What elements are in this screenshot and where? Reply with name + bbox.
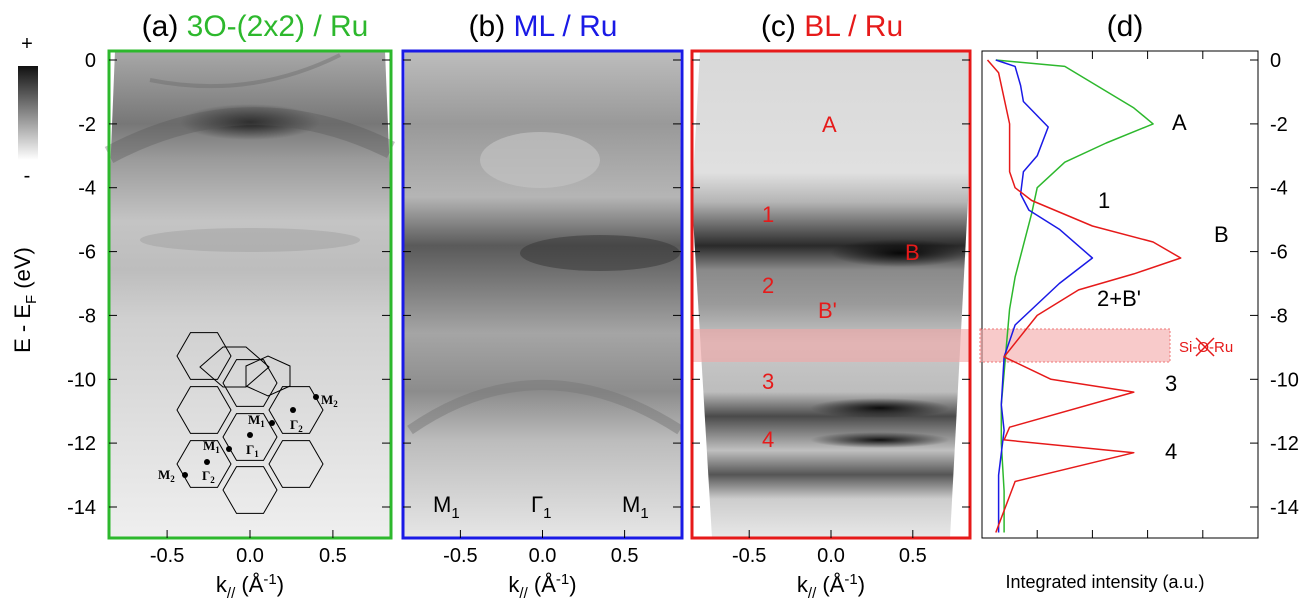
x-axis-label: k// (Å-1) bbox=[797, 571, 865, 602]
x-tick-label: 0.0 bbox=[817, 545, 845, 567]
y-tick-label-left: -4 bbox=[78, 178, 96, 200]
y-tick-label-left: -14 bbox=[67, 497, 96, 519]
bz-hexagon bbox=[176, 440, 232, 488]
y-tick-label-left: -10 bbox=[67, 369, 96, 391]
d-label-1: 1 bbox=[1098, 188, 1110, 213]
x-tick-label: -0.5 bbox=[150, 545, 184, 567]
panel-b-title: (b) ML / Ru bbox=[469, 10, 618, 43]
y-tick-label-right: -2 bbox=[1270, 114, 1288, 136]
bz-label-g2-bottom: Γ2 bbox=[202, 468, 215, 485]
label-3: 3 bbox=[762, 369, 774, 394]
colorbar-minus: - bbox=[24, 165, 31, 187]
label-m1-left: M1 bbox=[433, 492, 460, 522]
label-m1-right: M1 bbox=[622, 492, 649, 522]
bz-point-g2-bottom bbox=[204, 459, 210, 465]
label-A: A bbox=[822, 112, 837, 137]
y-tick-label-left: -8 bbox=[78, 305, 96, 327]
y-tick-label-right: -4 bbox=[1270, 178, 1288, 200]
panel-c-title: (c) BL / Ru bbox=[761, 10, 903, 43]
y-tick-label-left: -2 bbox=[78, 114, 96, 136]
bz-hexagon bbox=[222, 413, 278, 461]
bz-label-g1: Γ1 bbox=[246, 442, 259, 459]
x-axis-label: k// (Å-1) bbox=[216, 571, 284, 602]
bz-hexagon bbox=[176, 386, 232, 434]
bz-point-g1 bbox=[247, 432, 253, 438]
y-tick-label-right: -10 bbox=[1270, 369, 1299, 391]
bz-hexagon bbox=[268, 440, 324, 488]
label-2: 2 bbox=[762, 273, 774, 298]
panel-c: A 1 B 2 B' 3 4 bbox=[690, 49, 972, 540]
x-tick-label: -0.5 bbox=[732, 545, 766, 567]
colorbar bbox=[18, 66, 38, 160]
panel-a: M2 Γ2 M1 Γ1 M1 Γ2 M2 bbox=[104, 49, 395, 540]
bz-hexagon bbox=[268, 386, 324, 434]
d-label-3: 3 bbox=[1165, 371, 1177, 396]
si-o-ru-band bbox=[692, 329, 970, 362]
brillouin-zone-diagram bbox=[199, 346, 291, 397]
panel-b: M1 Γ1 M1 bbox=[401, 49, 684, 540]
x-tick-label: 0.0 bbox=[236, 545, 264, 567]
bz-label-m2-top: M2 bbox=[321, 392, 338, 409]
panel-a-title: (a) 3O-(2x2) / Ru bbox=[142, 10, 369, 43]
y-tick-label-left: 0 bbox=[85, 50, 96, 72]
si-o-ru-cross-2 bbox=[1195, 337, 1215, 357]
x-tick-label: 0.5 bbox=[611, 545, 639, 567]
y-tick-label-right: -14 bbox=[1270, 497, 1299, 519]
panel-d: A 1 B 2+B' 3 4 Si-O-Ru Integrated intens… bbox=[979, 50, 1259, 592]
y-axis-label: E - EF (eV) bbox=[10, 247, 40, 353]
x-axis-label: k// (Å-1) bbox=[508, 571, 576, 602]
bz-point-m2-top bbox=[313, 394, 319, 400]
label-1: 1 bbox=[762, 202, 774, 227]
x-tick-label: -0.5 bbox=[443, 545, 477, 567]
bz-label-m1-top: M1 bbox=[248, 412, 265, 429]
bz-label-m2-bottom: M2 bbox=[158, 467, 175, 484]
y-tick-label-left: -12 bbox=[67, 433, 96, 455]
colorbar-plus: + bbox=[21, 33, 33, 55]
label-4: 4 bbox=[762, 427, 774, 452]
y-tick-label-right: 0 bbox=[1270, 50, 1281, 72]
bz-hexagon bbox=[222, 466, 278, 514]
label-B: B bbox=[905, 240, 920, 265]
x-tick-label: 0.5 bbox=[319, 545, 347, 567]
y-tick-label-right: -12 bbox=[1270, 433, 1299, 455]
x-tick-label: 0.0 bbox=[529, 545, 557, 567]
bz-label-m1-bottom: M1 bbox=[203, 438, 220, 455]
d-xlabel: Integrated intensity (a.u.) bbox=[1005, 572, 1204, 592]
x-tick-label: 0.5 bbox=[899, 545, 927, 567]
bz-point-m2-bottom bbox=[182, 472, 188, 478]
series-line bbox=[995, 59, 1094, 533]
label-Bp: B' bbox=[818, 298, 837, 323]
y-tick-label-right: -6 bbox=[1270, 242, 1288, 264]
d-label-2Bp: 2+B' bbox=[1097, 286, 1141, 311]
bz-point-g2-top bbox=[290, 407, 296, 413]
y-tick-label-left: -6 bbox=[78, 242, 96, 264]
bz-hexagon bbox=[176, 332, 232, 380]
bz-hexagon bbox=[222, 359, 278, 407]
d-label-A: A bbox=[1172, 110, 1187, 135]
series-line bbox=[995, 59, 1154, 533]
bz-hex-grid bbox=[176, 332, 324, 514]
bz-point-m1-top bbox=[269, 420, 275, 426]
label-gamma1: Γ1 bbox=[531, 492, 551, 522]
series-line bbox=[986, 59, 1182, 533]
d-label-4: 4 bbox=[1165, 439, 1177, 464]
y-tick-label-right: -8 bbox=[1270, 305, 1288, 327]
panel-d-frame bbox=[981, 50, 1259, 539]
bz-label-g2-top: Γ2 bbox=[290, 417, 303, 434]
d-label-B: B bbox=[1214, 222, 1229, 247]
bz-point-m1-bottom bbox=[226, 446, 232, 452]
panel-d-title: (d) bbox=[1107, 10, 1144, 43]
